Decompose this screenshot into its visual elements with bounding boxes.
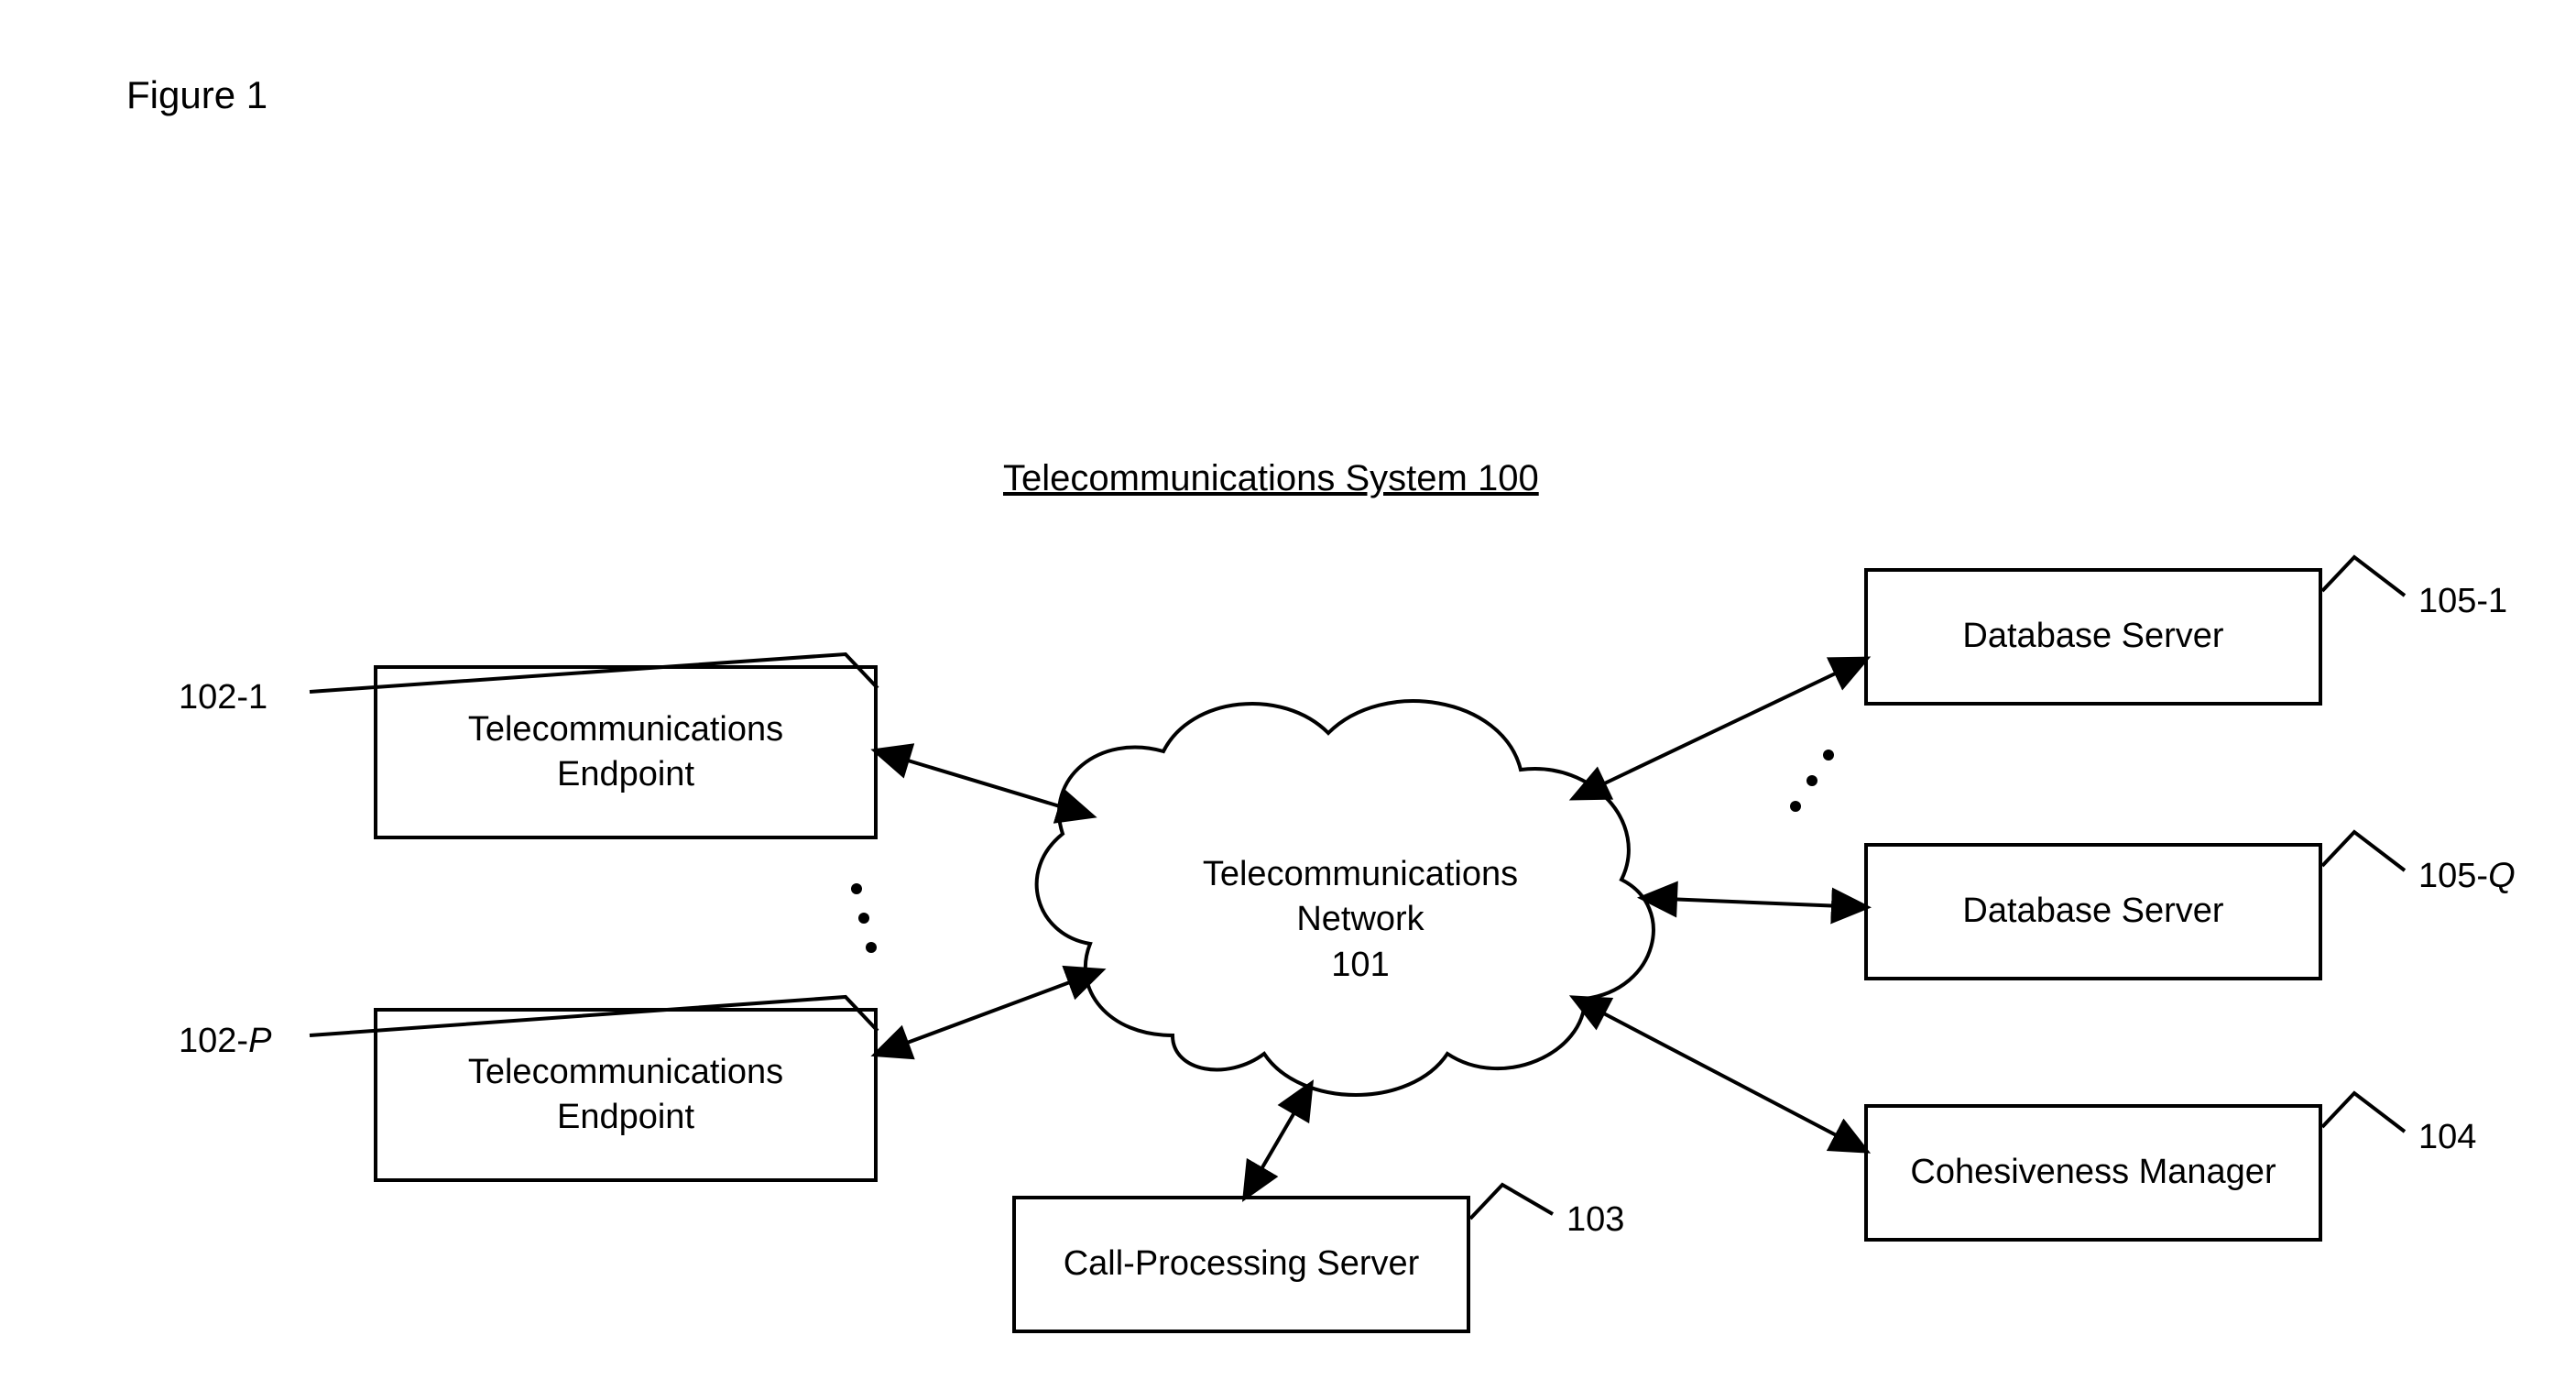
diagram-title: Telecommunications System 100 (1003, 458, 1539, 499)
box-cohesiveness: Cohesiveness Manager (1864, 1104, 2322, 1242)
cloud-label-line1: Telecommunications Network (1203, 855, 1518, 938)
ref-105-1: 105-1 (2418, 582, 2507, 621)
ref-102-1: 102-1 (179, 678, 267, 717)
box-db-1: Database Server (1864, 568, 2322, 706)
box-db-q-label: Database Server (1962, 889, 2223, 934)
ref-104: 104 (2418, 1118, 2476, 1157)
box-db-q: Database Server (1864, 843, 2322, 980)
box-callproc: Call-Processing Server (1012, 1196, 1470, 1333)
ref-105-q: 105-Q (2418, 857, 2516, 896)
box-endpoint-p-label: TelecommunicationsEndpoint (468, 1050, 783, 1141)
figure-label: Figure 1 (126, 73, 267, 117)
cloud-label-line2: 101 (1331, 946, 1389, 984)
ref-102-p: 102-P (179, 1022, 271, 1061)
ref-103: 103 (1566, 1200, 1624, 1240)
box-db-1-label: Database Server (1962, 614, 2223, 659)
box-endpoint-1: TelecommunicationsEndpoint (374, 665, 878, 839)
box-cohesiveness-label: Cohesiveness Manager (1910, 1150, 2276, 1195)
box-endpoint-1-label: TelecommunicationsEndpoint (468, 707, 783, 798)
cloud-label: Telecommunications Network 101 (1154, 852, 1566, 988)
box-callproc-label: Call-Processing Server (1064, 1242, 1420, 1286)
box-endpoint-p: TelecommunicationsEndpoint (374, 1008, 878, 1182)
